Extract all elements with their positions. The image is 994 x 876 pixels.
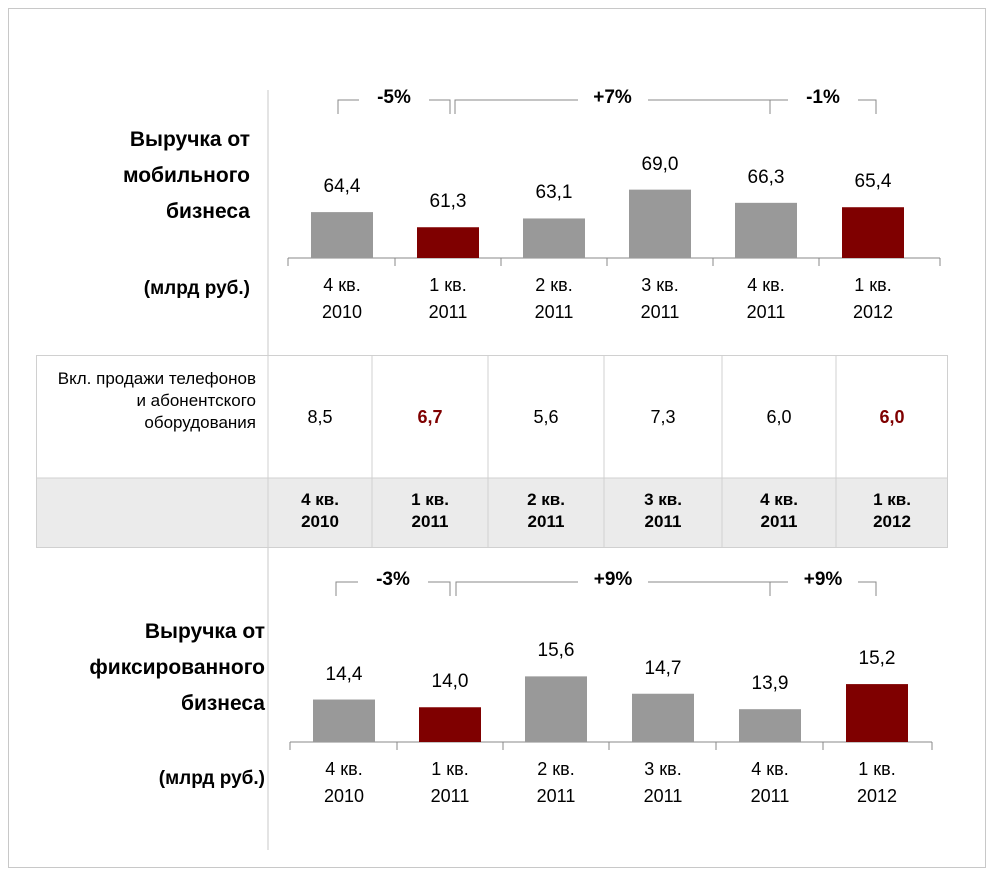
table-header: 4 кв. 2011 xyxy=(760,490,798,531)
growth-label: -1% xyxy=(788,87,858,109)
value-label: 14,7 xyxy=(644,657,682,679)
chart-title: Выручка от фиксированного бизнеса xyxy=(89,620,265,715)
bar xyxy=(523,218,585,258)
x-tick-label: 1 кв. 2011 xyxy=(428,275,468,322)
chart-subtitle: (млрд руб.) xyxy=(143,278,250,299)
value-label: 65,4 xyxy=(854,171,892,193)
bar xyxy=(417,227,479,258)
growth-label: +7% xyxy=(577,87,648,109)
x-tick-label: 1 кв. 2012 xyxy=(852,275,894,322)
table-header: 1 кв. 2012 xyxy=(873,490,911,531)
bar xyxy=(313,699,375,742)
table-header: 2 кв. 2011 xyxy=(527,490,565,531)
growth-label: +9% xyxy=(578,569,648,591)
bar xyxy=(419,707,481,742)
table-border xyxy=(36,355,948,548)
value-label: 15,6 xyxy=(537,640,575,662)
x-tick-label: 4 кв. 2010 xyxy=(323,759,365,806)
x-tick-label: 1 кв. 2012 xyxy=(856,759,898,806)
chart-title: Выручка от мобильного бизнеса xyxy=(122,128,250,223)
frame xyxy=(8,8,986,868)
value-label: 61,3 xyxy=(429,191,467,213)
table-value: 6,0 xyxy=(879,407,905,427)
x-tick-label: 3 кв. 2011 xyxy=(643,759,683,806)
table-value: 6,0 xyxy=(766,407,792,427)
x-tick-label: 4 кв. 2010 xyxy=(321,275,363,322)
bar xyxy=(846,684,908,742)
bar xyxy=(739,709,801,742)
value-label: 66,3 xyxy=(747,166,785,188)
value-label: 69,0 xyxy=(641,153,679,175)
growth-label: +9% xyxy=(788,569,858,591)
x-tick-label: 4 кв. 2011 xyxy=(746,275,786,322)
table-header: 1 кв. 2011 xyxy=(411,490,449,531)
value-label: 14,4 xyxy=(325,663,363,685)
table-header: 3 кв. 2011 xyxy=(644,490,682,531)
bar xyxy=(842,207,904,258)
x-tick-label: 1 кв. 2011 xyxy=(430,759,470,806)
value-label: 64,4 xyxy=(323,176,361,198)
growth-label: -3% xyxy=(358,569,428,591)
growth-label: -5% xyxy=(359,87,429,109)
bar xyxy=(632,693,694,742)
table-header-bg xyxy=(36,478,948,548)
x-tick-label: 4 кв. 2011 xyxy=(750,759,790,806)
chart-subtitle: (млрд руб.) xyxy=(158,768,265,789)
value-label: 15,2 xyxy=(858,648,896,670)
value-label: 13,9 xyxy=(751,673,789,695)
table-label: Вкл. продажи телефонов и абонентского об… xyxy=(57,369,256,432)
table-value: 5,6 xyxy=(533,407,559,427)
bar xyxy=(629,189,691,258)
value-label: 14,0 xyxy=(431,671,469,693)
bar xyxy=(735,202,797,258)
value-label: 63,1 xyxy=(535,182,573,204)
x-tick-label: 2 кв. 2011 xyxy=(536,759,576,806)
x-tick-label: 3 кв. 2011 xyxy=(640,275,680,322)
table-header: 4 кв. 2010 xyxy=(301,490,339,531)
table-value: 8,5 xyxy=(307,407,333,427)
bar xyxy=(311,212,373,258)
table-value: 6,7 xyxy=(417,407,443,427)
x-tick-label: 2 кв. 2011 xyxy=(534,275,574,322)
table-value: 7,3 xyxy=(650,407,676,427)
bar xyxy=(525,676,587,742)
